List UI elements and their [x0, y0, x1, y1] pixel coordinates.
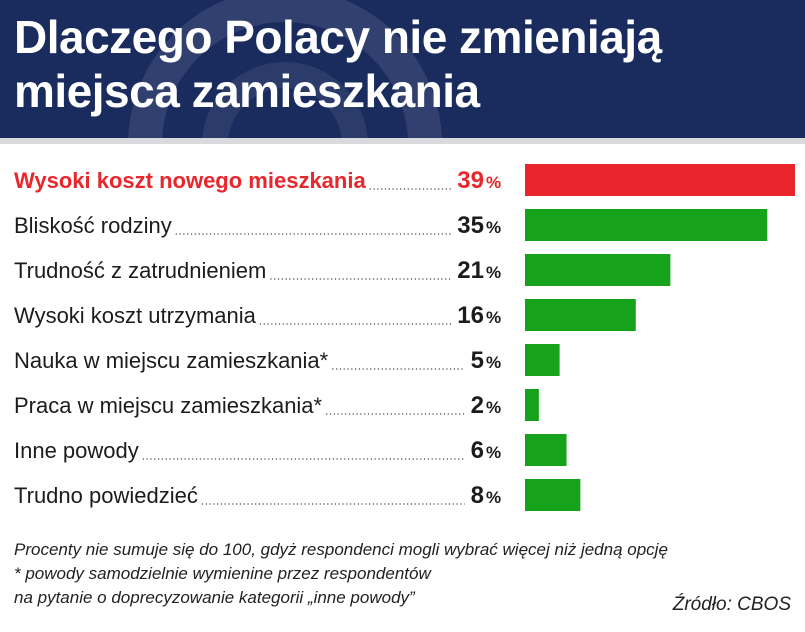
value-label: 16 — [457, 302, 484, 329]
footnote-line-1: Procenty nie sumuje się do 100, gdyż res… — [14, 540, 668, 559]
bar — [525, 344, 560, 376]
value-label: 35 — [457, 212, 484, 239]
unit-label: % — [486, 173, 501, 192]
bar — [525, 434, 567, 466]
unit-label: % — [486, 263, 501, 282]
category-label: Wysoki koszt utrzymania — [14, 303, 257, 328]
bar — [525, 479, 581, 511]
category-label: Trudno powiedzieć — [14, 483, 198, 508]
chart-title-line-1: Dlaczego Polacy nie zmieniają — [14, 11, 662, 63]
unit-label: % — [486, 353, 501, 372]
chart-title-line-2: miejsca zamieszkania — [14, 65, 480, 117]
header: Dlaczego Polacy nie zmieniają miejsca za… — [0, 0, 805, 138]
unit-label: % — [486, 443, 501, 462]
category-label: Wysoki koszt nowego mieszkania — [14, 168, 366, 193]
bar — [525, 299, 636, 331]
unit-label: % — [486, 308, 501, 327]
category-label: Trudność z zatrudnieniem — [14, 258, 266, 283]
category-label: Praca w miejscu zamieszkania* — [14, 393, 323, 418]
footnotes: Procenty nie sumuje się do 100, gdyż res… — [14, 538, 794, 610]
value-label: 8 — [471, 482, 484, 509]
unit-label: % — [486, 488, 501, 507]
footnote-line-2: * powody samodzielnie wymienine przez re… — [14, 564, 431, 583]
bar-chart: Wysoki koszt nowego mieszkania 39 % Bliskoś… — [14, 164, 795, 511]
bar — [525, 254, 671, 286]
bar — [525, 389, 539, 421]
value-label: 21 — [457, 257, 484, 284]
bar — [525, 164, 795, 196]
bar — [525, 209, 768, 241]
value-label: 39 — [457, 167, 484, 194]
footnote-line-3: na pytanie o doprecyzowanie kategorii „i… — [14, 588, 415, 607]
unit-label: % — [486, 218, 501, 237]
unit-label: % — [486, 398, 501, 417]
value-label: 6 — [471, 437, 484, 464]
category-label: Bliskość rodziny — [14, 213, 172, 238]
category-label: Inne powody — [14, 438, 139, 463]
value-label: 5 — [471, 347, 484, 374]
value-label: 2 — [471, 392, 484, 419]
header-divider — [0, 138, 805, 144]
chart-title: Dlaczego Polacy nie zmieniają miejsca za… — [14, 10, 662, 118]
source-note: Źródło: CBOS — [672, 594, 791, 615]
category-label: Nauka w miejscu zamieszkania* — [14, 348, 329, 373]
